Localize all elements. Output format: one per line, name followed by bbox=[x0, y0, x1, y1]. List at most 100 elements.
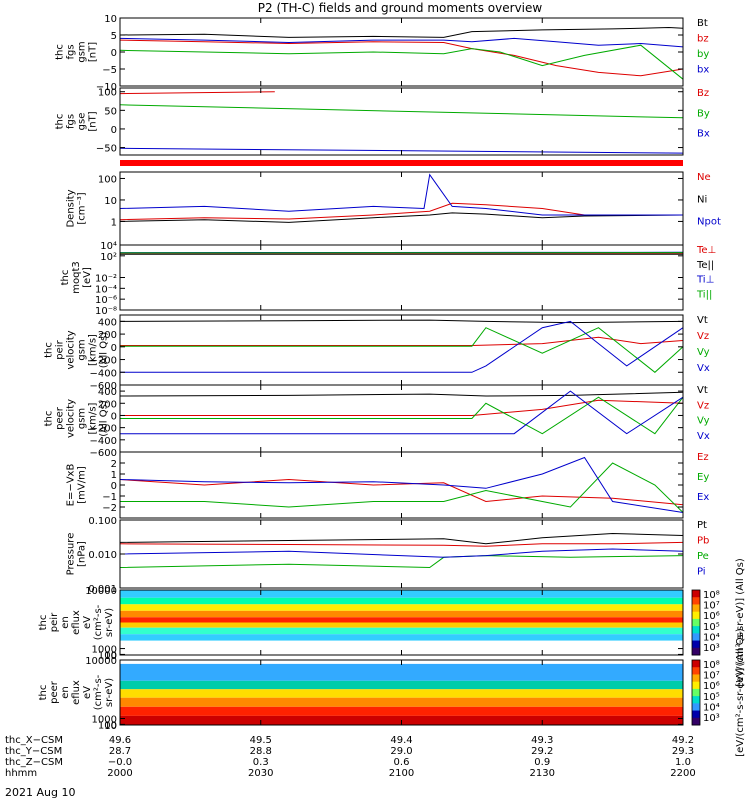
legend-label: Pe bbox=[697, 551, 709, 562]
x-axis-value: 2200 bbox=[670, 768, 695, 779]
spectrogram-band bbox=[120, 604, 683, 611]
y-tick-label: −10 bbox=[96, 82, 117, 93]
y-axis-label-line: (cm²-s- bbox=[93, 674, 104, 710]
series-line-pressure bbox=[119, 541, 684, 547]
y-axis-label-line: eflux bbox=[71, 680, 82, 705]
y-axis-label-line: thc bbox=[55, 114, 66, 130]
legend-label: By bbox=[697, 108, 710, 119]
series-line-peer_velocity bbox=[120, 396, 684, 435]
y-axis-label: thc peir en eflux eV (cm²-s-sr-eV) bbox=[38, 604, 115, 640]
y-tick-label: 10 bbox=[104, 14, 117, 25]
y-tick-label: 200 bbox=[98, 330, 117, 341]
colorbar-segment bbox=[692, 703, 700, 712]
panel-frame bbox=[119, 87, 684, 156]
legend-label: Vy bbox=[697, 416, 710, 427]
y-axis-label: thc fgs gse [nT] bbox=[55, 111, 99, 131]
y-axis-label-line: velocity bbox=[66, 399, 77, 438]
y-axis-label-line: sr-eV) bbox=[104, 608, 115, 637]
y-axis-label-line: gsm bbox=[77, 408, 88, 429]
x-axis-value: 29.3 bbox=[672, 746, 694, 757]
colorbar-segment bbox=[692, 688, 700, 697]
y-tick-label: 400 bbox=[98, 317, 117, 328]
y-tick-label: 0.001 bbox=[88, 584, 117, 595]
y-axis-label-line: gsm bbox=[77, 41, 88, 62]
y-tick-label: −200 bbox=[90, 356, 117, 367]
y-axis-label-line: thc bbox=[44, 342, 55, 358]
colorbar-tick-label: 10⁷ bbox=[703, 601, 720, 612]
y-tick-label: 10² bbox=[100, 252, 117, 263]
panel-fgs_dsl: Bz By Bx 100 50 0 −50 thc fgs gse [nT] bbox=[55, 87, 710, 166]
y-tick-label: 10⁻⁴ bbox=[95, 284, 117, 295]
series-line-peer_velocity bbox=[120, 390, 684, 435]
legend-label: Ez bbox=[697, 452, 709, 463]
y-tick-label: 0.100 bbox=[88, 516, 117, 527]
y-axis-label-line: fgs bbox=[66, 44, 77, 59]
y-tick-label: 5 bbox=[111, 31, 117, 42]
y-tick-label: 50 bbox=[104, 106, 117, 117]
panel-frame bbox=[119, 314, 684, 386]
y-tick-label: 0 bbox=[111, 343, 117, 354]
y-tick-label: 0 bbox=[111, 411, 117, 422]
x-axis-value: 49.6 bbox=[109, 735, 131, 746]
y-axis-label-line: peir bbox=[49, 612, 60, 632]
y-axis-label-line: gse bbox=[77, 113, 88, 131]
series-line-fgs bbox=[119, 44, 684, 80]
colorbar-segment bbox=[692, 611, 700, 620]
colorbar-tick-label: 10³ bbox=[703, 643, 720, 654]
colorbar-segment bbox=[692, 674, 700, 683]
series-line-efield bbox=[119, 478, 684, 506]
y-axis-label: thc fgs gsm [nT] bbox=[55, 41, 99, 62]
y-tick-label: 10 bbox=[104, 196, 117, 207]
y-tick-label: 0 bbox=[111, 481, 117, 492]
y-tick-label: 0 bbox=[111, 48, 117, 59]
series-line-pressure bbox=[119, 532, 684, 545]
y-tick-label: 10 bbox=[104, 651, 117, 662]
colorbar-tick-label: 10³ bbox=[703, 713, 720, 724]
spectrogram-band bbox=[120, 689, 683, 698]
y-tick-label: −50 bbox=[96, 144, 117, 155]
legend-label: Bx bbox=[697, 129, 710, 140]
spectrogram-band bbox=[120, 706, 683, 716]
colorbar-frame bbox=[691, 589, 701, 656]
y-axis-label-line: Density bbox=[66, 189, 77, 227]
figure-title: P2 (TH-C) fields and ground moments over… bbox=[258, 1, 543, 15]
colorbar-segment bbox=[692, 717, 700, 726]
y-tick-label: −2 bbox=[102, 503, 117, 514]
y-tick-label: 100 bbox=[98, 88, 117, 99]
spectrogram-band bbox=[120, 663, 683, 681]
spectrogram-band bbox=[120, 697, 683, 707]
y-tick-label: 10⁻² bbox=[95, 274, 117, 285]
colorbar-segment bbox=[692, 640, 700, 649]
y-axis-label-line: thc bbox=[44, 411, 55, 427]
legend-label: Npot bbox=[697, 217, 721, 228]
y-axis-label-line: thc bbox=[38, 685, 49, 701]
y-axis-label-line: eV bbox=[82, 616, 93, 629]
y-axis-label: thc peer en eflux eV (cm²-s-sr-eV) bbox=[38, 674, 115, 710]
legend-label: Te⊥ bbox=[696, 245, 716, 256]
legend-label: Ey bbox=[697, 472, 709, 483]
x-axis-value: 0.6 bbox=[394, 757, 410, 768]
date-label: 2021 Aug 10 bbox=[5, 786, 75, 799]
y-axis-label-line: peer bbox=[49, 680, 60, 704]
legend-label: Vt bbox=[697, 385, 708, 396]
colorbar-tick-label: 10⁸ bbox=[703, 660, 720, 671]
y-axis-label-line: thc bbox=[38, 615, 49, 631]
y-axis-label-line: thc bbox=[55, 44, 66, 60]
panel-frame bbox=[119, 244, 684, 311]
legend-label: Ti|| bbox=[696, 289, 712, 300]
x-axis-value: 2130 bbox=[530, 768, 555, 779]
y-tick-label: 10⁴ bbox=[100, 241, 117, 252]
y-tick-label: 10000 bbox=[85, 586, 117, 597]
y-axis-label-line: [km/s] bbox=[88, 334, 99, 366]
spectrogram-band bbox=[120, 617, 683, 623]
colorbar-label: [eV/(cm²-s-sr-eV)] (All Qs) bbox=[735, 558, 746, 687]
y-axis-label-line: Pressure bbox=[66, 533, 77, 576]
colorbar-tick-label: 10⁷ bbox=[703, 671, 720, 682]
y-tick-label: 10 bbox=[104, 721, 117, 732]
colorbar-segment bbox=[692, 696, 700, 704]
series-line-fgs_dsl bbox=[119, 104, 684, 119]
legend-label: bz bbox=[697, 34, 709, 45]
series-line-density bbox=[119, 212, 684, 223]
